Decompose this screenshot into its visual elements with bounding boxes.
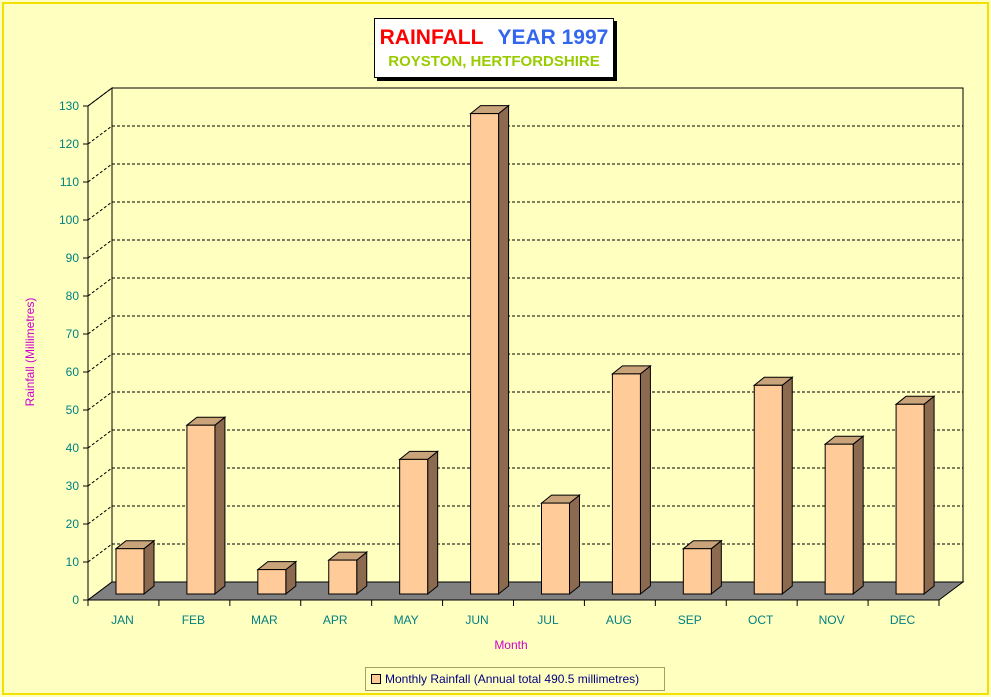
bar-front [399, 458, 429, 595]
bar [469, 104, 511, 596]
y-tick-label: 10 [66, 555, 80, 569]
x-tick-label: MAR [251, 613, 278, 627]
gridline-diagonal [87, 391, 113, 411]
bar-side [710, 539, 722, 596]
bar-front [753, 384, 783, 595]
bar [823, 435, 865, 596]
x-axis-title: Month [494, 638, 527, 652]
bar [752, 376, 794, 596]
bar-front [328, 559, 358, 595]
gridline-diagonal [87, 543, 113, 563]
chart-legend: Monthly Rainfall (Annual total 490.5 mil… [365, 667, 665, 691]
y-tick-label: 0 [72, 593, 79, 607]
chart-title-box: RAINFALL YEAR 1997 ROYSTON, HERTFORDSHIRE [374, 18, 614, 78]
x-tick-label: MAY [394, 613, 419, 627]
legend-label: Monthly Rainfall (Annual total 490.5 mil… [385, 672, 640, 686]
gridline-diagonal [87, 315, 113, 335]
bar-front [115, 548, 145, 595]
gridline-diagonal [87, 467, 113, 487]
chart-title: RAINFALL [379, 26, 484, 49]
gridline-diagonal [87, 201, 113, 221]
bar-side [781, 376, 793, 596]
gridline-diagonal [87, 353, 113, 373]
x-tick-label: JUN [465, 613, 488, 627]
bar [894, 395, 936, 596]
bar-side [852, 435, 864, 596]
x-tick-label: FEB [182, 613, 205, 627]
bar [681, 539, 723, 596]
bar-side [214, 416, 226, 596]
gridline-diagonal [87, 505, 113, 525]
y-tick-label: 20 [66, 517, 80, 531]
y-tick-label: 100 [59, 213, 79, 227]
y-tick-label: 70 [66, 327, 80, 341]
bar [610, 364, 652, 596]
bar-front [541, 502, 570, 595]
bar-front [895, 403, 925, 595]
chart-title-year: YEAR 1997 [497, 26, 609, 49]
bar-front [824, 443, 854, 595]
bar [327, 551, 369, 596]
bar [114, 539, 156, 596]
bar-side [143, 539, 155, 596]
bar-side [639, 364, 651, 596]
gridline-diagonal [87, 125, 113, 145]
bar-front [611, 373, 641, 595]
bar-side [569, 494, 580, 596]
bar-side [427, 450, 439, 596]
bar-front [186, 424, 216, 595]
gridline-diagonal [87, 239, 113, 259]
y-tick-label: 30 [66, 479, 80, 493]
y-tick-label: 120 [59, 137, 79, 151]
y-tick-label: 80 [66, 289, 80, 303]
y-tick-label: 130 [59, 99, 79, 113]
y-tick-label: 110 [60, 175, 79, 189]
x-tick-label: NOV [819, 613, 845, 627]
bar [540, 494, 581, 596]
bar-front [682, 548, 712, 595]
bar-side [923, 395, 935, 596]
bar [256, 560, 298, 596]
x-tick-label: OCT [748, 613, 774, 627]
gridline-diagonal [87, 163, 113, 183]
bar-front [470, 113, 500, 595]
y-tick-label: 50 [66, 403, 80, 417]
chart-title-line: RAINFALL YEAR 1997 [375, 26, 613, 50]
y-tick-label: 60 [66, 365, 80, 379]
legend-swatch [371, 674, 381, 684]
bar [185, 416, 227, 596]
x-tick-label: JUL [537, 613, 559, 627]
chart-side-wall [87, 87, 113, 601]
bar [398, 450, 440, 596]
bar-front [257, 569, 287, 595]
y-axis-title: Rainfall (Millimetres) [23, 298, 37, 407]
y-tick-label: 40 [66, 441, 80, 455]
x-tick-label: JAN [111, 613, 134, 627]
x-tick-label: APR [323, 613, 348, 627]
y-tick-label: 90 [66, 251, 80, 265]
x-tick-label: DEC [890, 613, 916, 627]
gridline-diagonal [87, 87, 113, 107]
gridline-diagonal [87, 277, 113, 297]
x-tick-label: AUG [606, 613, 632, 627]
chart-subtitle: ROYSTON, HERTFORDSHIRE [388, 53, 600, 70]
x-tick-label: SEP [678, 613, 702, 627]
bar-side [498, 104, 510, 596]
gridline-diagonal [87, 429, 113, 449]
